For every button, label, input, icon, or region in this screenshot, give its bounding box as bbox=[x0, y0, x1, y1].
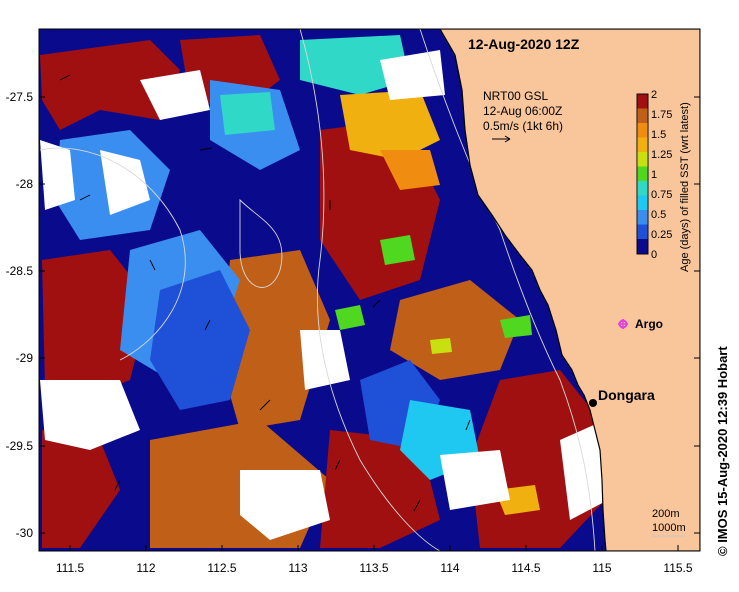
missing-data bbox=[440, 450, 510, 510]
plot-frame bbox=[38, 28, 701, 552]
colorbar-segment bbox=[637, 166, 648, 181]
coastline-land bbox=[439, 29, 700, 551]
current-source-label: NRT00 GSL bbox=[483, 89, 548, 103]
isobath-1000m-label: 1000m bbox=[652, 522, 686, 534]
isobath-200m-label: 200m bbox=[652, 508, 680, 520]
lat-tick-label: -28 bbox=[16, 177, 34, 191]
colorbar-segment bbox=[637, 181, 648, 196]
lon-tick-label: 114 bbox=[440, 561, 459, 575]
colorbar-segment bbox=[637, 123, 648, 138]
current-arrow bbox=[114, 479, 121, 491]
current-arrow bbox=[79, 194, 91, 201]
isobath-contours bbox=[39, 29, 596, 551]
lat-tick-label: -30 bbox=[16, 526, 34, 540]
colorbar-segment bbox=[637, 108, 648, 123]
longitude-axis: 111.5 112 112.5 113 113.5 114 114.5 115 … bbox=[56, 545, 693, 575]
current-arrow bbox=[372, 299, 381, 308]
colorbar-segment bbox=[637, 137, 648, 152]
missing-data bbox=[40, 380, 140, 450]
colorbar-tick: 0.25 bbox=[651, 229, 672, 241]
isobath-200m bbox=[419, 29, 596, 551]
missing-data bbox=[40, 140, 75, 210]
current-scale-arrowhead bbox=[504, 135, 511, 143]
current-vectors bbox=[59, 74, 471, 512]
lon-tick-label: 115 bbox=[592, 561, 611, 575]
map-title: 12-Aug-2020 12Z bbox=[468, 36, 580, 52]
current-arrow bbox=[259, 399, 271, 411]
imos-credit: © IMOS 15-Aug-2020 12:39 Hobart bbox=[715, 346, 730, 556]
colorbar-segment bbox=[637, 239, 648, 254]
current-arrow bbox=[413, 499, 421, 512]
sst-patch bbox=[380, 235, 415, 265]
lon-tick-label: 114.5 bbox=[511, 561, 540, 575]
current-arrow bbox=[204, 319, 211, 331]
missing-data bbox=[240, 470, 330, 540]
current-arrow bbox=[149, 259, 156, 271]
argo-float-marker bbox=[618, 319, 628, 329]
lon-tick-label: 111.5 bbox=[56, 561, 85, 575]
sst-patch bbox=[390, 280, 520, 380]
isobath-deep bbox=[39, 147, 186, 361]
lon-tick-label: 113 bbox=[288, 561, 307, 575]
sst-patch bbox=[380, 150, 440, 190]
sst-patch bbox=[300, 35, 410, 95]
missing-data bbox=[100, 150, 150, 215]
dongara-label: Dongara bbox=[598, 387, 655, 403]
lat-tick-label: -28.5 bbox=[6, 264, 34, 278]
lon-tick-label: 112 bbox=[136, 561, 155, 575]
latitude-axis: -27.5 -28 -28.5 -29 -29.5 -30 bbox=[6, 90, 700, 540]
lon-tick-label: 115.5 bbox=[663, 561, 692, 575]
sst-patch bbox=[220, 92, 275, 135]
dongara-marker bbox=[589, 399, 597, 407]
lat-tick-label: -29.5 bbox=[6, 439, 34, 453]
sst-patch bbox=[340, 90, 440, 160]
colorbar: 2 1.75 1.5 1.25 1 0.75 0.5 0.25 0 Age (d… bbox=[636, 89, 691, 272]
colorbar-segment bbox=[637, 152, 648, 167]
colorbar-tick: 0.5 bbox=[651, 209, 666, 221]
colorbar-tick: 0.75 bbox=[651, 189, 672, 201]
colorbar-tick: 1.25 bbox=[651, 149, 672, 161]
colorbar-tick: 1.5 bbox=[651, 129, 666, 141]
lon-tick-label: 112.5 bbox=[207, 561, 236, 575]
missing-data bbox=[140, 70, 210, 120]
lon-tick-label: 113.5 bbox=[359, 561, 388, 575]
colorbar-segment bbox=[637, 210, 648, 225]
current-scale-label: 0.5m/s (1kt 6h) bbox=[483, 119, 563, 133]
sst-patch bbox=[42, 430, 120, 548]
argo-label: Argo bbox=[635, 317, 663, 331]
map-plot-area bbox=[39, 29, 700, 551]
colorbar-segment bbox=[637, 224, 648, 239]
sst-patch bbox=[430, 338, 452, 354]
colorbar-segment bbox=[637, 94, 648, 109]
lat-tick-label: -29 bbox=[16, 351, 34, 365]
missing-data bbox=[560, 420, 608, 520]
colorbar-segment bbox=[637, 195, 648, 210]
current-arrow bbox=[465, 419, 471, 431]
current-arrow bbox=[199, 147, 213, 151]
isobath-deep bbox=[239, 198, 283, 288]
current-legend: NRT00 GSL 12-Aug 06:00Z 0.5m/s (1kt 6h) bbox=[483, 89, 563, 143]
sst-patch bbox=[42, 250, 150, 400]
sst-age-field bbox=[40, 35, 608, 548]
colorbar-label: Age (days) of filled SST (wrt latest) bbox=[679, 102, 691, 272]
current-arrow bbox=[59, 74, 71, 81]
missing-data bbox=[380, 50, 445, 100]
current-time-label: 12-Aug 06:00Z bbox=[483, 104, 562, 118]
sst-patch bbox=[335, 305, 365, 330]
colorbar-tick: 1.75 bbox=[651, 109, 672, 121]
colorbar-tick: 1 bbox=[651, 169, 657, 181]
sst-patch bbox=[220, 250, 330, 430]
colorbar-tick: 2 bbox=[651, 89, 657, 101]
missing-data bbox=[300, 330, 350, 390]
lat-tick-label: -27.5 bbox=[6, 90, 34, 104]
isobath-1000m bbox=[299, 29, 441, 551]
colorbar-tick: 0 bbox=[651, 249, 657, 261]
current-arrow bbox=[334, 459, 341, 471]
sst-patch bbox=[40, 40, 180, 130]
sst-patch bbox=[500, 315, 532, 338]
